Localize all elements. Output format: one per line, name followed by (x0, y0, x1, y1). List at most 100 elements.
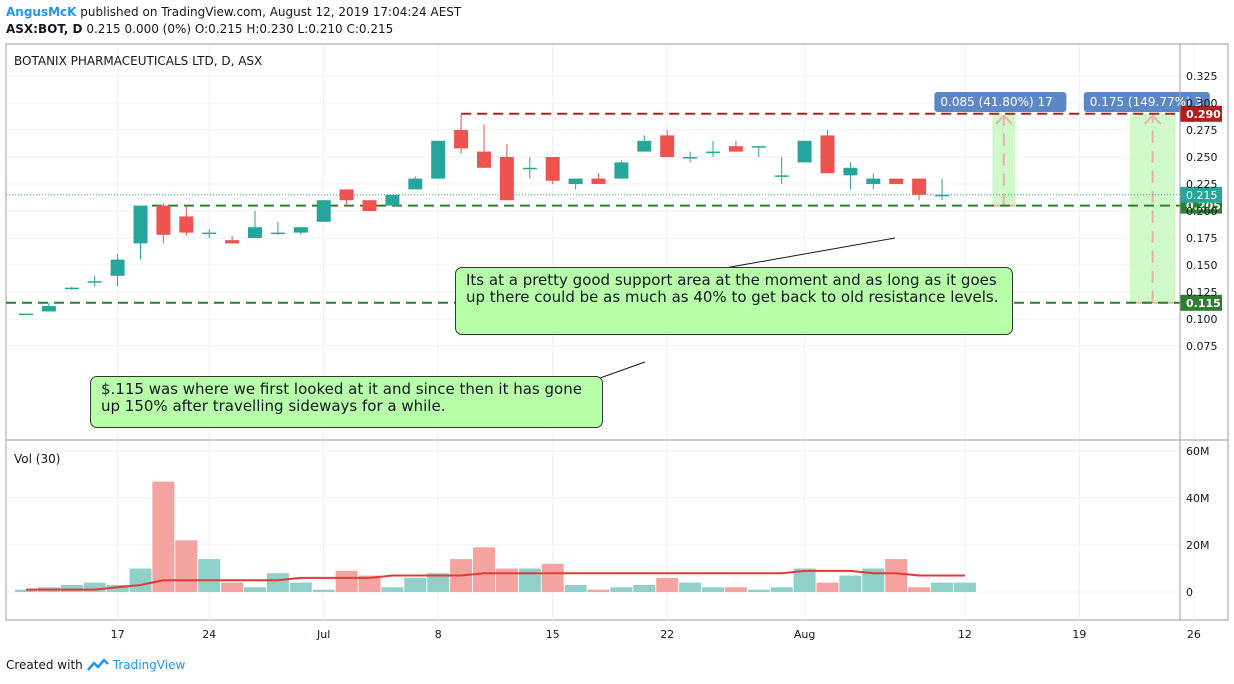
volume-bar (587, 589, 610, 592)
candle-body (454, 130, 469, 149)
quote-values: 0.215 0.000 (0%) O:0.215 H:0.230 L:0.210… (86, 22, 394, 36)
candle-body (270, 232, 285, 235)
volume-tick-label: 0 (1186, 586, 1193, 599)
time-tick-label: 24 (202, 628, 216, 641)
tradingview-brand-link[interactable]: TradingView (112, 658, 186, 672)
candle-body (19, 313, 33, 316)
candle-body (248, 227, 262, 238)
volume-bar (610, 587, 633, 592)
volume-bar (106, 584, 129, 592)
measure-range-label: 0.085 (41.80%) 17 (940, 95, 1052, 109)
volume-bar (862, 568, 885, 592)
time-tick-label: 22 (660, 628, 674, 641)
candle-body (179, 216, 194, 233)
price-tick-label: 0.250 (1186, 151, 1218, 164)
level-badge-label: 0.205 (1186, 200, 1221, 213)
volume-bars (15, 481, 976, 592)
created-with-text: Created with (6, 658, 83, 672)
price-tick-label: 0.225 (1186, 178, 1218, 191)
time-tick-label: Jul (316, 628, 330, 641)
volume-bar (702, 587, 724, 592)
candle-body (843, 167, 858, 176)
volume-bar (679, 582, 702, 592)
chart-header: AngusMcK published on TradingView.com, A… (6, 4, 461, 38)
level-badge-label: 0.115 (1186, 297, 1221, 310)
axes: 0.325 0.300 0.275 0.250 0.225 0.200 0.175 0.150… (111, 70, 1218, 641)
candle-body (385, 194, 400, 206)
volume-bar (793, 568, 816, 592)
measure-range-label-bg (934, 92, 1067, 112)
volume-bar (60, 584, 83, 592)
author-link[interactable]: AngusMcK (6, 5, 77, 19)
candle-body (889, 178, 904, 184)
volume-bar (221, 582, 244, 592)
candle-body (87, 281, 102, 283)
tradingview-logo-icon (86, 658, 109, 671)
time-tick-label: 26 (1187, 628, 1201, 641)
volume-bar (175, 540, 198, 592)
candle-body (912, 178, 927, 195)
volume-tick-label: 60M (1186, 445, 1210, 458)
price-tick-label: 0.100 (1186, 313, 1218, 326)
measure-range-arrow-head (995, 114, 1013, 125)
volume-bar (816, 582, 839, 592)
candle-body (522, 167, 537, 170)
candle-body (591, 178, 606, 184)
measure-range-label-bg (1083, 92, 1210, 112)
time-tick-label: 12 (958, 628, 972, 641)
level-badge (1180, 105, 1222, 122)
candle-body (133, 205, 148, 244)
note-history: $.115 was where we first looked at it an… (90, 376, 603, 428)
time-tick-label: 15 (546, 628, 560, 641)
time-tick-label: 19 (1072, 628, 1086, 641)
candle-body (316, 200, 331, 222)
candle-body (660, 135, 675, 157)
volume-bar (908, 587, 931, 592)
grid (6, 45, 1195, 620)
volume-bar (541, 563, 564, 592)
volume-bar (152, 481, 175, 592)
volume-bar (381, 587, 404, 592)
volume-bar (335, 570, 358, 592)
candle-body (202, 232, 217, 235)
symbol-label: ASX:BOT, D (6, 22, 83, 36)
volume-bar (633, 584, 656, 592)
time-tick-label: 8 (435, 628, 442, 641)
candle-body (774, 175, 789, 177)
price-tick-label: 0.150 (1186, 259, 1218, 272)
candle-body (156, 205, 171, 235)
volume-bar (404, 577, 427, 592)
horizontal-levels: 0.290 0.205 0.115 0.215 (6, 105, 1222, 311)
candle-body (339, 189, 354, 201)
candle-body (614, 162, 629, 179)
price-tick-label: 0.300 (1186, 97, 1218, 110)
candle-body (362, 200, 377, 211)
candle-body (637, 140, 652, 152)
volume-bar (427, 573, 450, 592)
note-pointer-support (724, 237, 896, 269)
volume-bar (266, 573, 289, 592)
price-tick-label: 0.125 (1186, 286, 1218, 299)
volume-bar (312, 589, 335, 592)
volume-title: Vol (30) (14, 452, 60, 466)
candle-body (797, 140, 812, 163)
volume-bar (518, 568, 541, 592)
candle-body (751, 146, 766, 148)
candle-body (110, 259, 125, 276)
volume-bar (15, 589, 37, 592)
volume-bar (473, 547, 495, 592)
published-text: published on TradingView.com, August 12,… (80, 5, 462, 19)
candle-body (568, 178, 583, 184)
volume-bar (495, 568, 518, 592)
level-badge (1180, 294, 1222, 311)
price-tick-label: 0.275 (1186, 124, 1218, 137)
candle-body (477, 151, 491, 168)
candle-body (499, 157, 514, 201)
price-tick-label: 0.075 (1186, 340, 1218, 353)
price-tick-label: 0.175 (1186, 232, 1218, 245)
volume-bar (839, 575, 862, 592)
volume-tick-label: 20M (1186, 539, 1210, 552)
volume-bar (931, 582, 953, 592)
candle-body (431, 140, 446, 179)
